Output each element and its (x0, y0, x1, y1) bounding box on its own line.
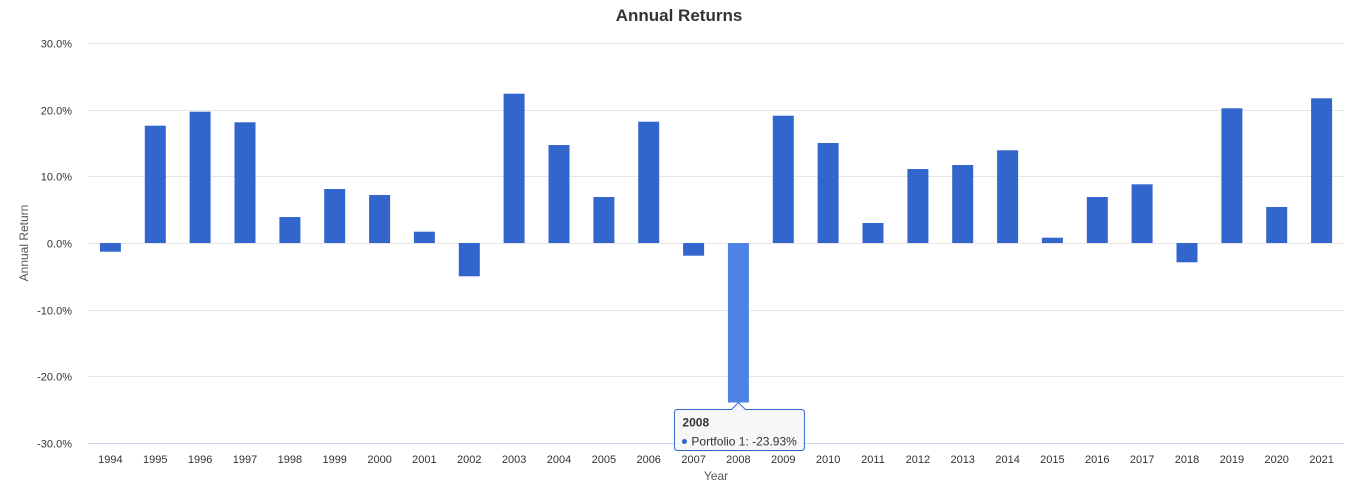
bar-2000[interactable] (369, 195, 391, 243)
bar-2005[interactable] (593, 197, 615, 243)
x-axis-title: Year (704, 469, 728, 483)
bar-1999[interactable] (324, 189, 346, 243)
x-tick-label: 2018 (1175, 454, 1199, 466)
bar-2018[interactable] (1176, 243, 1198, 263)
tooltip-title: 2008 (682, 416, 709, 430)
x-axis-tick-labels: 1994 1995 1996 1997 1998 1999 2000 2001 2002 2003… (98, 454, 1334, 466)
bar-1995[interactable] (144, 125, 166, 243)
bar-2014[interactable] (997, 150, 1019, 243)
bar-2010[interactable] (817, 143, 839, 243)
x-tick-label: 2012 (906, 454, 930, 466)
x-tick-label: 2019 (1220, 454, 1244, 466)
x-tick-label: 1996 (188, 454, 212, 466)
bar-2016[interactable] (1086, 197, 1108, 243)
y-tick-label: -10.0% (37, 306, 72, 318)
x-tick-label: 1995 (143, 454, 167, 466)
bar-2007[interactable] (683, 243, 705, 256)
x-tick-label: 2016 (1085, 454, 1109, 466)
x-tick-label: 2021 (1309, 454, 1333, 466)
bar-1997[interactable] (234, 122, 256, 243)
x-tick-label: 2006 (636, 454, 660, 466)
bar-series-portfolio-1[interactable] (99, 93, 1333, 403)
x-tick-label: 2010 (816, 454, 840, 466)
y-tick-label: 0.0% (47, 239, 72, 251)
x-tick-label: 2008 (726, 454, 750, 466)
bar-1994[interactable] (99, 243, 121, 252)
y-tick-label: 20.0% (41, 106, 72, 118)
x-tick-label: 2003 (502, 454, 526, 466)
bar-2017[interactable] (1131, 184, 1153, 243)
x-tick-label: 1994 (98, 454, 122, 466)
bar-2013[interactable] (952, 165, 974, 243)
bar-2006[interactable] (638, 121, 660, 243)
x-tick-label: 2015 (1040, 454, 1064, 466)
bar-2012[interactable] (907, 169, 929, 243)
x-tick-label: 1998 (278, 454, 302, 466)
x-tick-label: 2017 (1130, 454, 1154, 466)
bar-2020[interactable] (1266, 207, 1288, 243)
bar-2015[interactable] (1041, 237, 1063, 243)
x-tick-label: 2020 (1264, 454, 1288, 466)
x-tick-label: 2009 (771, 454, 795, 466)
x-tick-label: 2000 (367, 454, 391, 466)
bar-1998[interactable] (279, 217, 301, 243)
x-tick-label: 2007 (681, 454, 705, 466)
tooltip-value: Portfolio 1: -23.93% (691, 435, 797, 449)
bar-2011[interactable] (862, 223, 884, 243)
x-tick-label: 2004 (547, 454, 571, 466)
tooltip-box (673, 401, 805, 452)
bar-2004[interactable] (548, 145, 570, 243)
x-tick-label: 2005 (592, 454, 616, 466)
bar-2003[interactable] (503, 93, 525, 243)
tooltip: 2008 Portfolio 1: -23.93% (673, 401, 805, 452)
bar-2002[interactable] (458, 243, 480, 277)
bar-2009[interactable] (772, 115, 794, 243)
x-tick-label: 2014 (995, 454, 1019, 466)
x-tick-label: 1999 (322, 454, 346, 466)
bar-1996[interactable] (189, 111, 211, 243)
y-tick-label: 30.0% (41, 39, 72, 51)
x-tick-label: 2002 (457, 454, 481, 466)
x-tick-label: 2011 (861, 454, 885, 466)
y-axis-tick-labels: 30.0% 20.0% 10.0% 0.0% -10.0% -20.0% -30.0% (37, 39, 72, 451)
bar-2008[interactable] (727, 243, 749, 403)
y-axis-title: Annual Return (17, 205, 31, 282)
y-tick-label: 10.0% (41, 172, 72, 184)
x-tick-label: 1997 (233, 454, 257, 466)
bar-2021[interactable] (1311, 98, 1333, 243)
bar-2001[interactable] (413, 231, 435, 243)
tooltip-series-dot (681, 439, 687, 445)
x-tick-label: 2013 (950, 454, 974, 466)
chart-title: Annual Returns (616, 6, 743, 25)
y-tick-label: -20.0% (37, 372, 72, 384)
y-tick-label: -30.0% (37, 439, 72, 451)
x-tick-label: 2001 (412, 454, 436, 466)
bar-2019[interactable] (1221, 108, 1243, 243)
y-gridlines (88, 43, 1344, 377)
